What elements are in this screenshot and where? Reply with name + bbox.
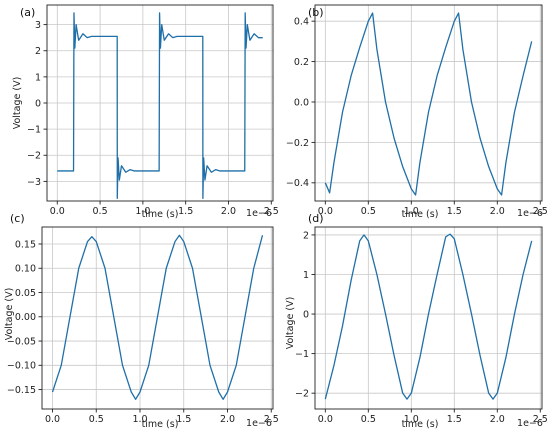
x-tick-label: 0.0 [318, 206, 333, 217]
y-tick-label: 0.0 [294, 97, 309, 108]
y-tick-label: −0.05 [7, 336, 36, 347]
x-offset-a: 1e−6 [246, 208, 272, 219]
x-tick-label: 0.5 [361, 414, 376, 425]
y-tick-label: −1 [27, 125, 41, 136]
y-tick-label: −2 [27, 151, 41, 162]
y-tick-label: 0.4 [294, 17, 309, 28]
xlabel-a: time (s) [142, 209, 179, 220]
series-line-d-0 [324, 233, 533, 400]
x-tick-label: 2.0 [221, 206, 236, 217]
y-tick-label: 0.10 [15, 264, 36, 275]
x-tick-label: 2.0 [220, 414, 235, 425]
x-tick-label: 0.0 [45, 414, 60, 425]
x-tick-label: 2.0 [490, 414, 505, 425]
x-tick-label: 1.0 [404, 206, 419, 217]
x-tick-label: 1.5 [447, 414, 462, 425]
x-tick-label: 2.5 [533, 414, 548, 425]
y-tick-label: −0.4 [286, 178, 309, 189]
x-tick-label: 0.0 [50, 206, 65, 217]
xlabel-c: time (s) [142, 419, 179, 430]
y-tick-label: −0.15 [7, 385, 36, 396]
x-tick-label: 0.5 [93, 206, 108, 217]
y-tick-label: −2 [295, 389, 309, 400]
y-tick-label: 2 [303, 230, 309, 241]
x-tick-label: 1.5 [447, 206, 462, 217]
x-tick-label: 1.0 [135, 206, 150, 217]
x-tick-label: 2.5 [264, 206, 279, 217]
series-line-c-0 [51, 234, 264, 400]
ylabel-d: Voltage (V) [285, 297, 296, 350]
panel-d: 0.0 0.5 1.0 1.5 2.0 2.5 −2 −1 0 1 2 (d) Voltage (V… [285, 212, 548, 430]
y-tick-label: 3 [35, 20, 41, 31]
axes-frame [41, 226, 274, 410]
y-tick-label: −1 [295, 349, 309, 360]
ylabel-c: Voltage (V) [4, 288, 15, 341]
x-tick-label: 1.5 [176, 414, 191, 425]
panel-letter-a: (a) [20, 6, 35, 19]
series-line-a-0 [57, 12, 263, 200]
y-tick-label: −3 [27, 177, 41, 188]
x-tick-label: 1.0 [132, 414, 147, 425]
panel-letter-b: (b) [308, 6, 324, 19]
x-tick-label: 2.5 [264, 414, 279, 425]
y-tick-label: −0.2 [286, 138, 309, 149]
panel-b: 0.0 0.5 1.0 1.5 2.0 2.5−0.4−0.20.00.20.4 (b) … [286, 4, 548, 220]
y-tick-label: 0.00 [15, 312, 36, 323]
panel-a: 0.0 0.5 1.0 1.5 2.0 2.5 −3 −2 −1 0 1 2 3 (a) Voltage… [12, 4, 279, 220]
y-tick-label: 2 [35, 46, 41, 57]
ylabel-a: Voltage (V) [12, 77, 23, 130]
series-line-b-0 [324, 12, 533, 196]
axes-frame [314, 4, 543, 202]
x-tick-label: 1.5 [178, 206, 193, 217]
x-tick-label: 2.0 [490, 206, 505, 217]
x-tick-label: 0.5 [89, 414, 104, 425]
panel-letter-c: (c) [10, 212, 25, 225]
y-tick-label: 1 [35, 72, 41, 83]
y-tick-label: 0 [35, 98, 41, 109]
x-tick-label: 0.0 [318, 414, 333, 425]
x-offset-b: 1e−6 [517, 208, 543, 219]
x-tick-label: 0.5 [361, 206, 376, 217]
plot-area-a: 0.0 0.5 1.0 1.5 2.0 2.5 −3 −2 −1 0 1 2 3 [27, 4, 279, 217]
x-tick-label: 1.0 [404, 414, 419, 425]
plot-area-d: 0.0 0.5 1.0 1.5 2.0 2.5 −2 −1 0 1 2 [295, 226, 548, 425]
y-tick-label: 0.15 [15, 239, 36, 250]
xlabel-b: time (s) [402, 209, 439, 220]
plot-area-c: 0.0 0.5 1.0 1.5 2.0 2.5 −0.15 −0.10 −0.05 0.00 0.0… [7, 226, 279, 425]
axes-frame [314, 226, 543, 410]
y-tick-label: 0 [303, 309, 309, 320]
xlabel-d: time (s) [402, 419, 439, 430]
x-offset-c: 1e−6 [246, 418, 272, 429]
plot-area-b: 0.0 0.5 1.0 1.5 2.0 2.5 −0.4 −0.2 0.0 0.2 0.4 [286, 4, 548, 217]
y-tick-label: 1 [303, 270, 309, 281]
y-tick-label: −0.10 [7, 361, 36, 372]
x-tick-label: 2.5 [533, 206, 548, 217]
panel-letter-d: (d) [308, 212, 324, 225]
y-tick-label: 0.2 [294, 57, 309, 68]
y-tick-label: 0.05 [15, 288, 36, 299]
panel-c: 0.0 0.5 1.0 1.5 2.0 2.5 −0.15 −0.10 −0.05 0.00 0.0… [4, 212, 279, 430]
x-offset-d: 1e−6 [517, 418, 543, 429]
